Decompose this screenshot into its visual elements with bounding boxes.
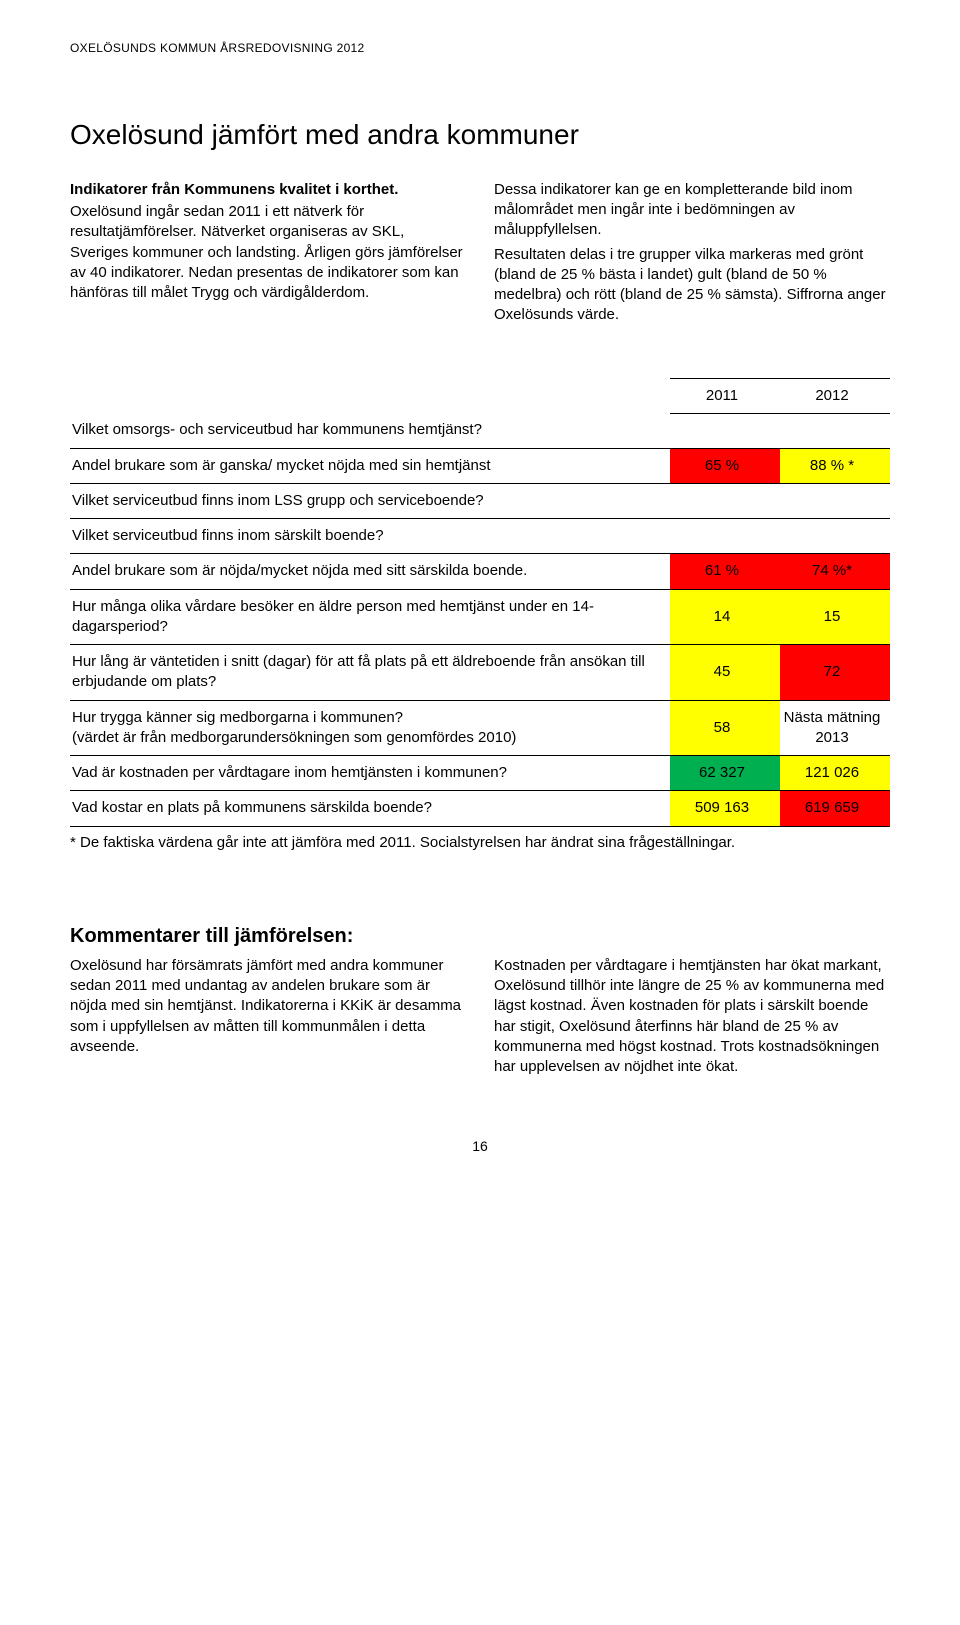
page-header: OXELÖSUNDS KOMMUN ÅRSREDOVISNING 2012 <box>70 40 890 56</box>
page-title: Oxelösund jämfört med andra kommuner <box>70 116 890 154</box>
row-label: Hur lång är väntetiden i snitt (dagar) f… <box>70 645 670 701</box>
row-value-2012: 619 659 <box>780 791 890 826</box>
intro-right-p1: Dessa indikatorer kan ge en kompletteran… <box>494 180 890 241</box>
table-row: Vilket serviceutbud finns inom särskilt … <box>70 519 890 554</box>
intro-right-p2: Resultaten delas i tre grupper vilka mar… <box>494 245 890 326</box>
table-row: Andel brukare som är nöjda/mycket nöjda … <box>70 554 890 589</box>
page-number: 16 <box>70 1137 890 1156</box>
table-footnote: * De faktiska värdena går inte att jämfö… <box>70 827 890 883</box>
row-label: Andel brukare som är ganska/ mycket nöjd… <box>70 448 670 483</box>
row-label: Hur många olika vårdare besöker en äldre… <box>70 589 670 645</box>
row-label: Andel brukare som är nöjda/mycket nöjda … <box>70 554 670 589</box>
intro-columns: Indikatorer från Kommunens kvalitet i ko… <box>70 180 890 328</box>
comments-left: Oxelösund har försämrats jämfört med and… <box>70 956 466 1078</box>
table-row: Hur trygga känner sig medborgarna i komm… <box>70 700 890 756</box>
col-year-2012: 2012 <box>780 378 890 413</box>
row-value-2011: 45 <box>670 645 780 701</box>
row-value-2012 <box>780 483 890 518</box>
row-label: Vilket serviceutbud finns inom särskilt … <box>70 519 670 554</box>
row-value-2012 <box>780 413 890 448</box>
row-value-2012: 15 <box>780 589 890 645</box>
row-label: Hur trygga känner sig medborgarna i komm… <box>70 700 670 756</box>
row-label: Vad kostar en plats på kommunens särskil… <box>70 791 670 826</box>
row-value-2011: 14 <box>670 589 780 645</box>
table-row: Vad kostar en plats på kommunens särskil… <box>70 791 890 826</box>
table-row: Vilket omsorgs- och serviceutbud har kom… <box>70 413 890 448</box>
col-year-2011: 2011 <box>670 378 780 413</box>
comments-right: Kostnaden per vårdtagare i hemtjänsten h… <box>494 956 890 1078</box>
row-label: Vad är kostnaden per vårdtagare inom hem… <box>70 756 670 791</box>
intro-left-bold: Indikatorer från Kommunens kvalitet i ko… <box>70 180 466 200</box>
comments-title: Kommentarer till jämförelsen: <box>70 923 890 950</box>
row-value-2012: 88 % * <box>780 448 890 483</box>
table-row: Vad är kostnaden per vårdtagare inom hem… <box>70 756 890 791</box>
row-value-2011: 61 % <box>670 554 780 589</box>
row-value-2011 <box>670 413 780 448</box>
row-value-2011: 509 163 <box>670 791 780 826</box>
row-value-2012: 74 %* <box>780 554 890 589</box>
table-row: Vilket serviceutbud finns inom LSS grupp… <box>70 483 890 518</box>
row-value-2011: 58 <box>670 700 780 756</box>
intro-left-text: Oxelösund ingår sedan 2011 i ett nätverk… <box>70 202 466 303</box>
row-value-2011 <box>670 519 780 554</box>
table-row: Andel brukare som är ganska/ mycket nöjd… <box>70 448 890 483</box>
row-value-2012: Nästa mätning 2013 <box>780 700 890 756</box>
row-value-2012: 72 <box>780 645 890 701</box>
comments-columns: Oxelösund har försämrats jämfört med and… <box>70 956 890 1078</box>
row-value-2011: 62 327 <box>670 756 780 791</box>
table-row: Hur lång är väntetiden i snitt (dagar) f… <box>70 645 890 701</box>
row-value-2011: 65 % <box>670 448 780 483</box>
row-label: Vilket omsorgs- och serviceutbud har kom… <box>70 413 670 448</box>
table-row: Hur många olika vårdare besöker en äldre… <box>70 589 890 645</box>
intro-right: Dessa indikatorer kan ge en kompletteran… <box>494 180 890 328</box>
intro-left: Indikatorer från Kommunens kvalitet i ko… <box>70 180 466 328</box>
row-value-2012 <box>780 519 890 554</box>
indicator-table: 2011 2012 Vilket omsorgs- och serviceutb… <box>70 378 890 827</box>
row-value-2011 <box>670 483 780 518</box>
row-value-2012: 121 026 <box>780 756 890 791</box>
row-label: Vilket serviceutbud finns inom LSS grupp… <box>70 483 670 518</box>
